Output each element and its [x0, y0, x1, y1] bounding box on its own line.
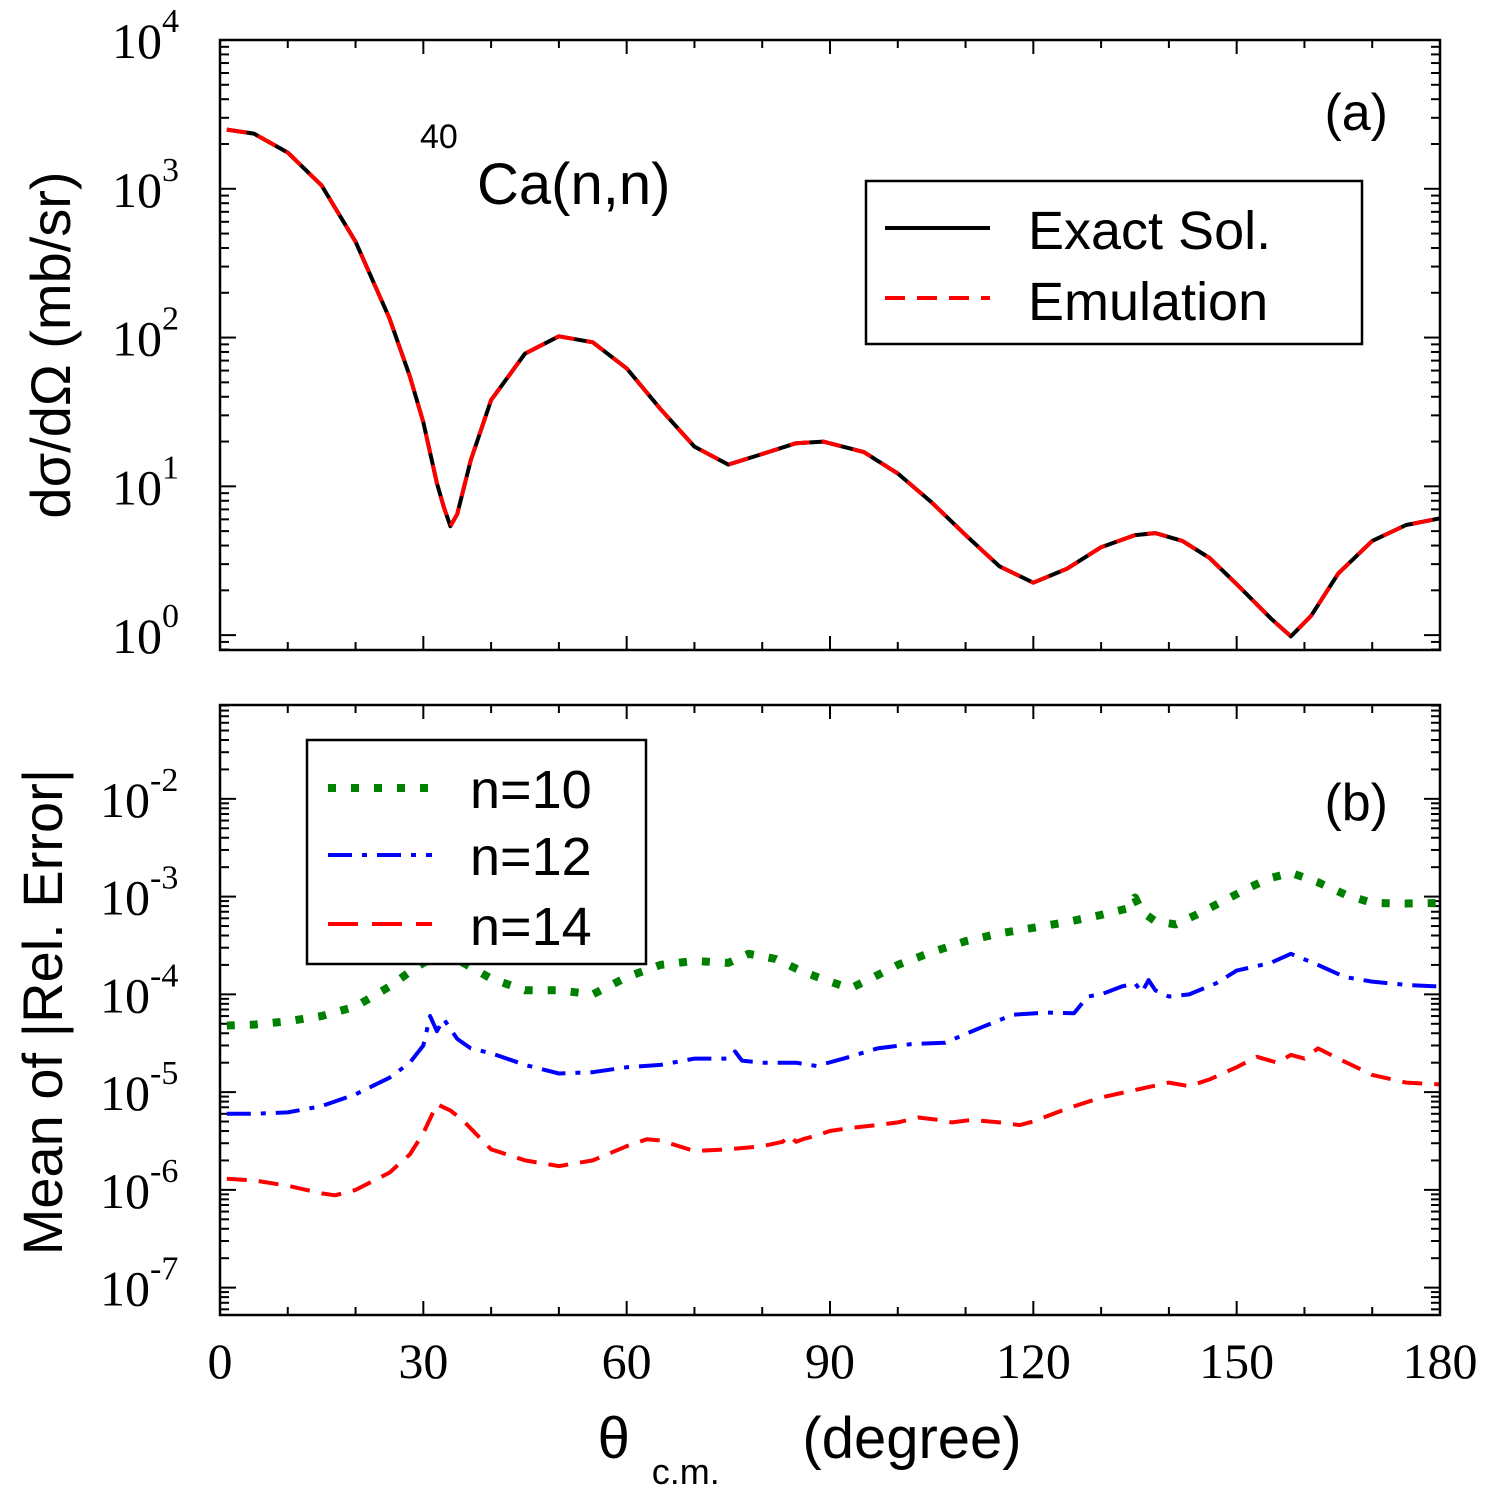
legend-label-n12: n=12 — [470, 827, 592, 887]
panel-a-plot-area — [226, 127, 1440, 639]
x-tick-label: 90 — [805, 1333, 855, 1389]
panel-a: 100 101 102 103 104 (a) 40 Ca(n,n) Exact Sol… — [19, 3, 1442, 664]
legend-label-emulation: Emulation — [1028, 272, 1268, 332]
panel-b-series-n-12 — [226, 951, 1440, 1116]
x-axis-label-rest: (degree) — [802, 1406, 1021, 1471]
panel-b-legend-box — [305, 738, 648, 966]
panel-b-ytick-label: 10-6 — [100, 1153, 178, 1219]
panel-a-legend-box — [864, 179, 1364, 346]
panel-b: 10-7 10-6 10-5 10-4 10-3 10-2 0 30 60 90 120 150 18… — [11, 703, 1478, 1492]
legend-label-n10: n=10 — [470, 760, 592, 820]
x-tick-label: 0 — [208, 1333, 233, 1389]
x-axis-label-sub: c.m. — [652, 1451, 720, 1492]
panel-a-legend: Exact Sol. Emulation — [864, 179, 1364, 346]
x-tick-label: 150 — [1199, 1333, 1274, 1389]
legend-label-n14: n=14 — [470, 897, 592, 957]
panel-a-ytick-labels: 100 101 102 103 104 — [112, 3, 179, 664]
panel-b-ytick-label: 10-3 — [100, 860, 178, 926]
reaction-annotation: 40 Ca(n,n) — [420, 118, 670, 217]
x-axis-label-theta: θ — [598, 1406, 630, 1471]
x-tick-label: 60 — [602, 1333, 652, 1389]
panel-b-ytick-label: 10-7 — [100, 1251, 178, 1317]
reaction-mass: 40 — [420, 118, 458, 156]
panel-b-xtick-labels: 0 30 60 90 120 150 180 — [208, 1333, 1478, 1389]
panel-b-frame — [218, 703, 1442, 1317]
panel-b-legend: n=10 n=12 n=14 — [305, 738, 648, 966]
panel-a-ytick-label: 102 — [112, 301, 179, 367]
panel-a-ytick-label: 101 — [112, 449, 179, 515]
panel-b-ytick-label: 10-4 — [100, 957, 178, 1023]
x-axis-label: θ c.m. (degree) — [598, 1406, 1022, 1492]
panel-b-ytick-label: 10-5 — [100, 1055, 178, 1121]
panel-b-ytick-label: 10-2 — [100, 762, 178, 828]
panel-b-ylabel: Mean of |Rel. Error| — [11, 769, 74, 1256]
reaction-name: Ca(n,n) — [477, 152, 670, 217]
x-tick-label: 120 — [996, 1333, 1071, 1389]
panel-a-label: (a) — [1324, 84, 1388, 142]
panel-b-series-n-14 — [226, 1046, 1440, 1198]
legend-label-exact: Exact Sol. — [1028, 201, 1271, 261]
panel-b-label: (b) — [1324, 774, 1388, 832]
panel-a-series-emulation — [226, 127, 1440, 639]
x-tick-label: 30 — [398, 1333, 448, 1389]
panel-a-ytick-label: 100 — [112, 598, 179, 664]
panel-b-ticks — [219, 704, 1441, 1315]
x-tick-label: 180 — [1403, 1333, 1478, 1389]
panel-a-ytick-label: 104 — [112, 3, 179, 69]
panel-a-frame — [218, 38, 1442, 652]
panel-b-ytick-labels: 10-7 10-6 10-5 10-4 10-3 10-2 — [100, 762, 178, 1317]
panel-b-series-n-10 — [226, 868, 1440, 1030]
panel-a-ytick-label: 103 — [112, 152, 179, 218]
panel-b-plot-area — [226, 868, 1440, 1198]
panel-a-ylabel: dσ/dΩ (mb/sr) — [19, 171, 82, 518]
